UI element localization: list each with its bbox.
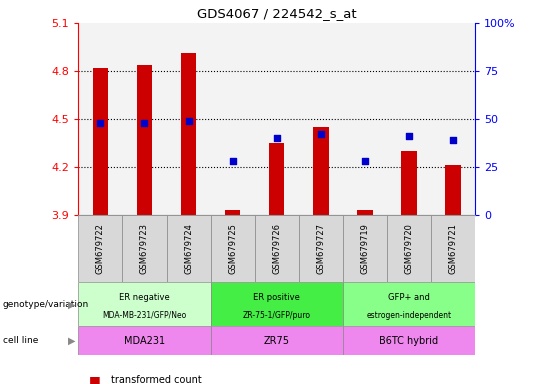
Bar	[211, 282, 343, 326]
Text: GSM679721: GSM679721	[449, 223, 458, 274]
Point	[405, 133, 414, 139]
Text: ■: ■	[89, 374, 101, 384]
Bar	[255, 23, 299, 215]
Bar	[387, 215, 431, 282]
Bar	[211, 215, 255, 282]
Text: cell line: cell line	[3, 336, 38, 345]
Title: GDS4067 / 224542_s_at: GDS4067 / 224542_s_at	[197, 7, 356, 20]
Bar	[387, 23, 431, 215]
Bar	[343, 282, 475, 326]
Bar	[78, 23, 123, 215]
Text: MDA231: MDA231	[124, 336, 165, 346]
Bar	[431, 23, 475, 215]
Text: GSM679719: GSM679719	[361, 223, 369, 274]
Text: ZR-75-1/GFP/puro: ZR-75-1/GFP/puro	[243, 311, 310, 320]
Text: ER negative: ER negative	[119, 293, 170, 302]
Bar	[181, 53, 196, 215]
Bar	[313, 127, 328, 215]
Text: estrogen-independent: estrogen-independent	[367, 311, 451, 320]
Point	[140, 120, 149, 126]
Bar	[255, 215, 299, 282]
Bar	[123, 23, 166, 215]
Text: GSM679720: GSM679720	[404, 223, 414, 274]
Point	[361, 158, 369, 164]
Bar	[401, 151, 417, 215]
Text: ▶: ▶	[68, 336, 76, 346]
Text: GSM679727: GSM679727	[316, 223, 325, 274]
Bar	[269, 143, 285, 215]
Text: B6TC hybrid: B6TC hybrid	[380, 336, 438, 346]
Text: ▶: ▶	[68, 299, 76, 310]
Text: transformed count: transformed count	[111, 375, 201, 384]
Bar	[123, 215, 166, 282]
Text: ZR75: ZR75	[264, 336, 290, 346]
Bar	[211, 326, 343, 355]
Text: genotype/variation: genotype/variation	[3, 300, 89, 309]
Bar	[166, 215, 211, 282]
Bar	[343, 215, 387, 282]
Bar	[211, 23, 255, 215]
Bar	[299, 23, 343, 215]
Text: GSM679726: GSM679726	[272, 223, 281, 274]
Text: GSM679723: GSM679723	[140, 223, 149, 274]
Point	[449, 137, 457, 143]
Bar	[343, 326, 475, 355]
Point	[96, 120, 105, 126]
Bar	[431, 215, 475, 282]
Bar	[93, 68, 108, 215]
Bar	[137, 65, 152, 215]
Text: MDA-MB-231/GFP/Neo: MDA-MB-231/GFP/Neo	[102, 311, 187, 320]
Text: ER positive: ER positive	[253, 293, 300, 302]
Bar	[78, 326, 211, 355]
Bar	[357, 210, 373, 215]
Point	[273, 135, 281, 141]
Text: GSM679722: GSM679722	[96, 223, 105, 274]
Text: GSM679725: GSM679725	[228, 223, 237, 274]
Bar	[299, 215, 343, 282]
Point	[316, 131, 325, 137]
Bar	[78, 215, 123, 282]
Bar	[225, 210, 240, 215]
Point	[184, 118, 193, 124]
Text: GSM679724: GSM679724	[184, 223, 193, 274]
Text: GFP+ and: GFP+ and	[388, 293, 430, 302]
Bar	[166, 23, 211, 215]
Bar	[343, 23, 387, 215]
Bar	[446, 166, 461, 215]
Point	[228, 158, 237, 164]
Bar	[78, 282, 211, 326]
